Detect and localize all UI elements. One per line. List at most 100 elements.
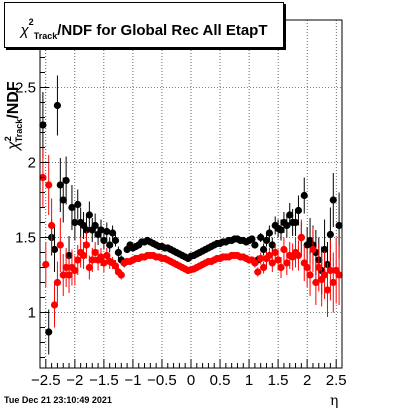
data-point xyxy=(97,226,105,234)
data-point xyxy=(320,271,329,279)
data-point xyxy=(315,263,323,272)
data-point xyxy=(335,221,343,230)
data-point xyxy=(277,263,285,272)
data-point xyxy=(329,278,337,287)
data-point xyxy=(326,266,334,275)
data-point xyxy=(56,241,64,249)
y-axis-label: χ2Track/NDF xyxy=(3,81,24,152)
title-sup: 2 xyxy=(28,17,34,27)
data-point xyxy=(329,196,337,204)
data-point xyxy=(71,218,79,227)
data-point xyxy=(85,211,93,219)
data-point xyxy=(286,211,294,219)
data-point xyxy=(108,229,117,237)
data-point xyxy=(259,245,268,254)
data-point xyxy=(85,263,93,272)
data-point xyxy=(254,268,262,276)
data-point xyxy=(117,271,125,279)
data-point xyxy=(56,181,64,189)
data-point xyxy=(111,236,120,245)
data-point xyxy=(74,200,82,209)
y-tick-label: 1 xyxy=(28,305,36,322)
data-point xyxy=(48,221,56,230)
data-point xyxy=(71,266,79,275)
title-box: χ2 Track/NDF for Global Rec All EtapT xyxy=(4,2,284,48)
data-point xyxy=(79,251,88,260)
label-layer: χ2Track/NDF xyxy=(3,81,24,152)
data-point xyxy=(103,251,111,260)
data-point xyxy=(45,328,53,336)
data-point xyxy=(45,181,53,189)
x-tick-label: 2 xyxy=(303,372,311,389)
data-point xyxy=(312,278,320,287)
data-point xyxy=(306,271,314,279)
data-point xyxy=(274,256,282,264)
data-point xyxy=(91,221,99,230)
data-point xyxy=(62,263,70,272)
data-point xyxy=(62,176,70,185)
x-tick-label: 2.5 xyxy=(326,372,347,389)
data-point xyxy=(59,196,67,204)
x-tick-label: 1 xyxy=(245,372,253,389)
data-point xyxy=(88,256,96,264)
x-tick-label: 1.5 xyxy=(268,372,289,389)
x-axis-label: η xyxy=(330,393,339,409)
data-point xyxy=(283,221,291,230)
data-point xyxy=(97,253,105,261)
data-point xyxy=(59,271,67,279)
data-point xyxy=(326,230,334,239)
data-point xyxy=(114,248,123,257)
data-point xyxy=(257,254,265,263)
data-point xyxy=(82,226,91,234)
y-axis-label-sup: 2 xyxy=(3,136,13,141)
y-axis-label-sub: Track xyxy=(14,118,24,143)
y-axis-label-chi: χ xyxy=(5,141,22,152)
data-point xyxy=(294,251,303,260)
data-point xyxy=(268,241,276,249)
y-tick-label: 2.5 xyxy=(15,80,36,97)
chart-title: χ2 Track/NDF for Global Rec All EtapT xyxy=(5,3,283,47)
data-point xyxy=(323,286,332,294)
data-point xyxy=(297,233,305,242)
x-tick-label: 0.5 xyxy=(210,372,231,389)
data-point xyxy=(335,271,343,279)
data-point xyxy=(106,241,114,249)
tick-layer: −2.5 −2 −1.5 −1 −0.5 0 0.5 1 1.5 2 2.5 1 1.5 2 2.5 xyxy=(15,27,347,389)
data-point xyxy=(300,191,308,200)
data-point xyxy=(82,241,91,249)
data-point xyxy=(50,301,59,309)
data-point xyxy=(251,241,259,249)
series-black xyxy=(39,75,343,355)
data-point xyxy=(248,235,256,243)
data-point xyxy=(91,248,99,257)
x-tick-label: −1 xyxy=(124,372,141,389)
data-point xyxy=(268,259,276,267)
data-point xyxy=(53,101,62,110)
data-point xyxy=(277,226,285,234)
title-rest: /NDF for Global Rec All EtapT xyxy=(57,22,268,39)
y-tick-label: 1.5 xyxy=(15,230,36,247)
grid-layer xyxy=(40,20,342,368)
title-sub: Track xyxy=(33,31,58,41)
x-tick-label: −2 xyxy=(66,372,83,389)
y-axis-label-rest: /NDF xyxy=(5,81,22,119)
data-point xyxy=(262,236,271,245)
x-tick-label: −2.5 xyxy=(31,372,61,389)
data-point xyxy=(103,227,111,236)
title-chi: χ xyxy=(20,22,29,39)
data-point xyxy=(309,245,317,254)
data-point xyxy=(65,271,73,279)
x-tick-label: 0 xyxy=(187,372,195,389)
data-point xyxy=(271,248,279,257)
y-tick-label: 2 xyxy=(28,155,36,172)
data-point xyxy=(259,263,268,272)
series-layer xyxy=(39,75,343,355)
data-point xyxy=(68,203,76,212)
x-tick-label: −1.5 xyxy=(89,372,119,389)
data-point xyxy=(111,262,120,270)
data-point xyxy=(100,236,108,245)
data-point xyxy=(265,251,274,260)
data-point xyxy=(283,259,291,267)
data-point xyxy=(257,233,265,242)
